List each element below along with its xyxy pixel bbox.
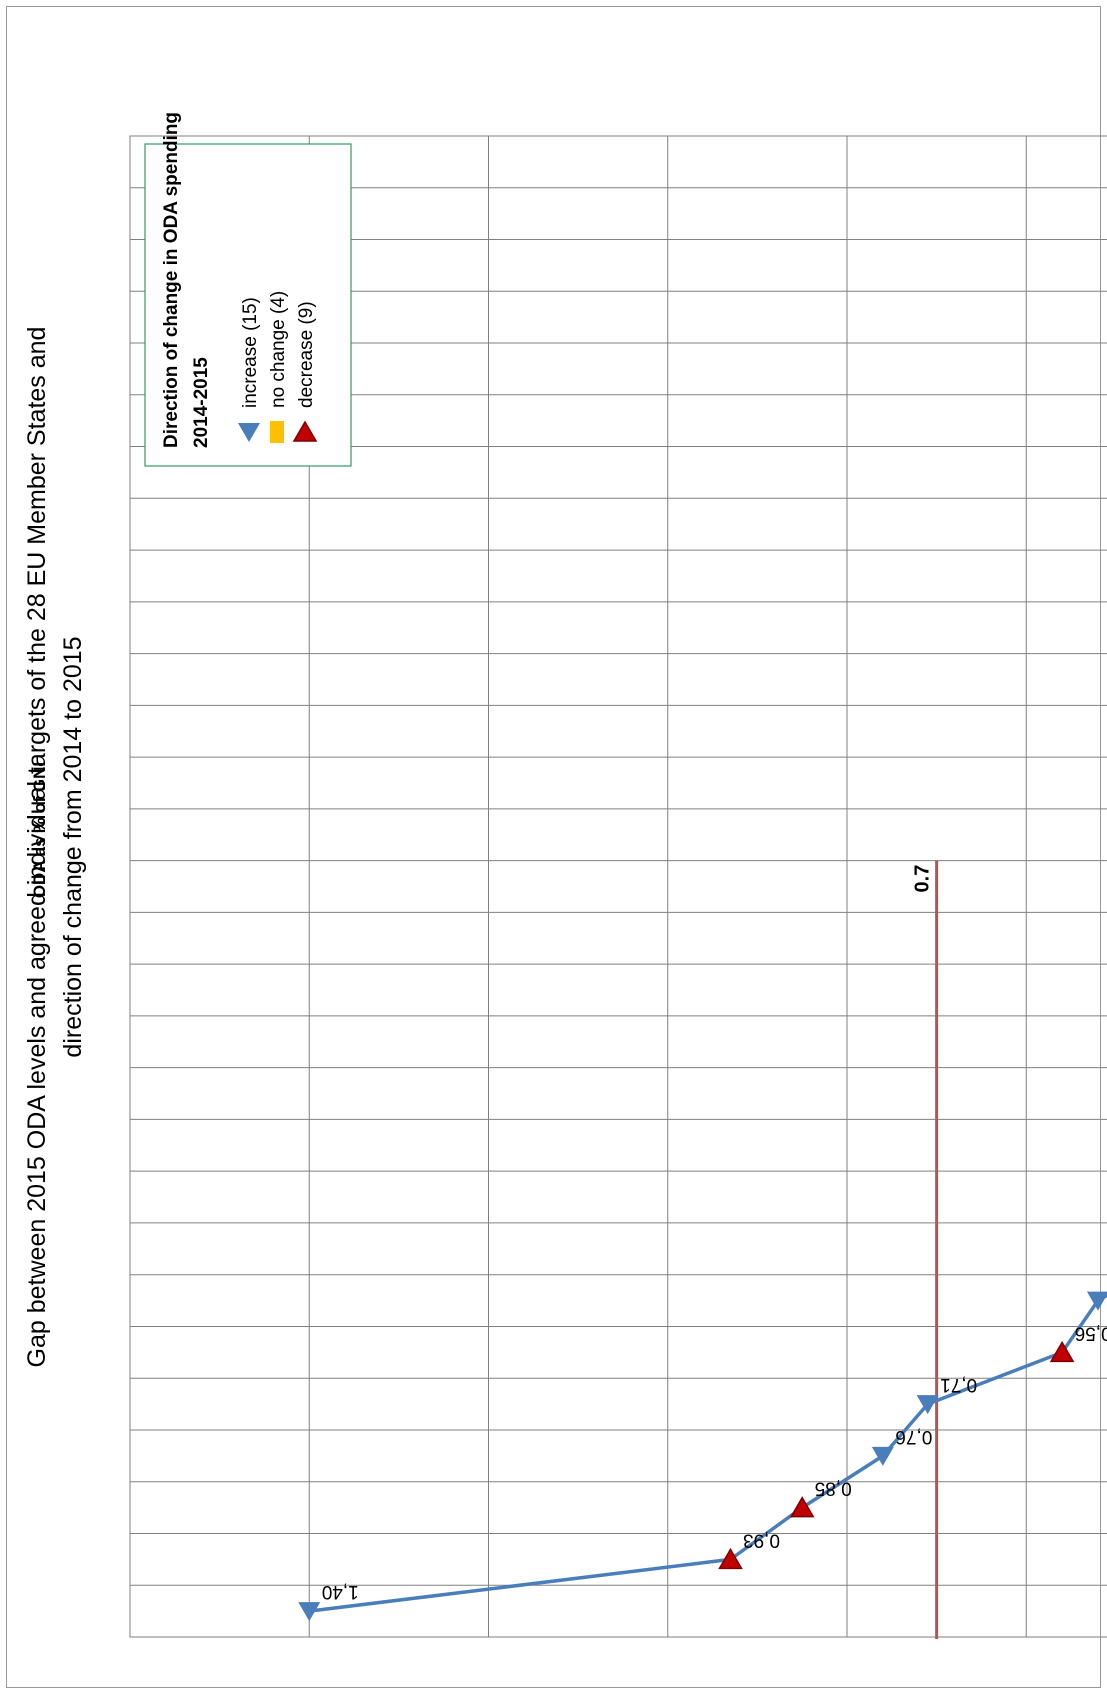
oda-series: 1,400,930,850,760,710,560,520,420,370,36… [298,886,1107,1622]
legend: Direction of change in ODA spending 2014-… [144,112,352,467]
value-label-luxembourg: 0,93 [743,1529,780,1550]
legend-box [144,143,352,467]
chart-frame [6,6,1101,1688]
legend-marker-increase [238,423,260,442]
marker-finland [1049,1340,1075,1363]
legend-label-increase: increase (15) [240,297,261,408]
value-label-uk: 0,71 [940,1374,977,1395]
value-label-denmark: 0,85 [815,1478,852,1499]
value-label-finland: 0,56 [1075,1322,1107,1343]
legend-title-line-1: Direction of change in ODA spending [161,112,182,448]
legend-label-no-change: no change (4) [268,291,289,408]
marker-uk [916,1395,939,1415]
legend-title-line-2: 2014-2015 [191,357,212,448]
marker-luxembourg [718,1547,743,1570]
target-lines: 0.70.33 [912,860,939,1639]
chart-title-line-1: Gap between 2015 ODA levels and agreed i… [23,327,51,1368]
y-axis-label: ODA as % of GNI [30,762,49,898]
legend-marker-no-change [270,421,284,443]
chart-title-line-2: direction of change from 2014 to 2015 [59,636,87,1057]
marker-netherlands [871,1446,894,1466]
series-line-0 [309,886,1107,1613]
chart-grid [129,135,1107,1638]
marker-denmark [789,1496,815,1518]
legend-label-decrease: decrease (9) [296,301,317,408]
target-label-0: 0.7 [912,865,934,893]
legend-marker-decrease [292,420,318,442]
marker-germany [1086,1291,1107,1311]
marker-sweden [298,1602,321,1622]
value-label-netherlands: 0,76 [895,1426,932,1447]
chart-content: Gap between 2015 ODA levels and agreed i… [23,112,1107,1639]
value-label-sweden: 1,40 [322,1581,359,1602]
